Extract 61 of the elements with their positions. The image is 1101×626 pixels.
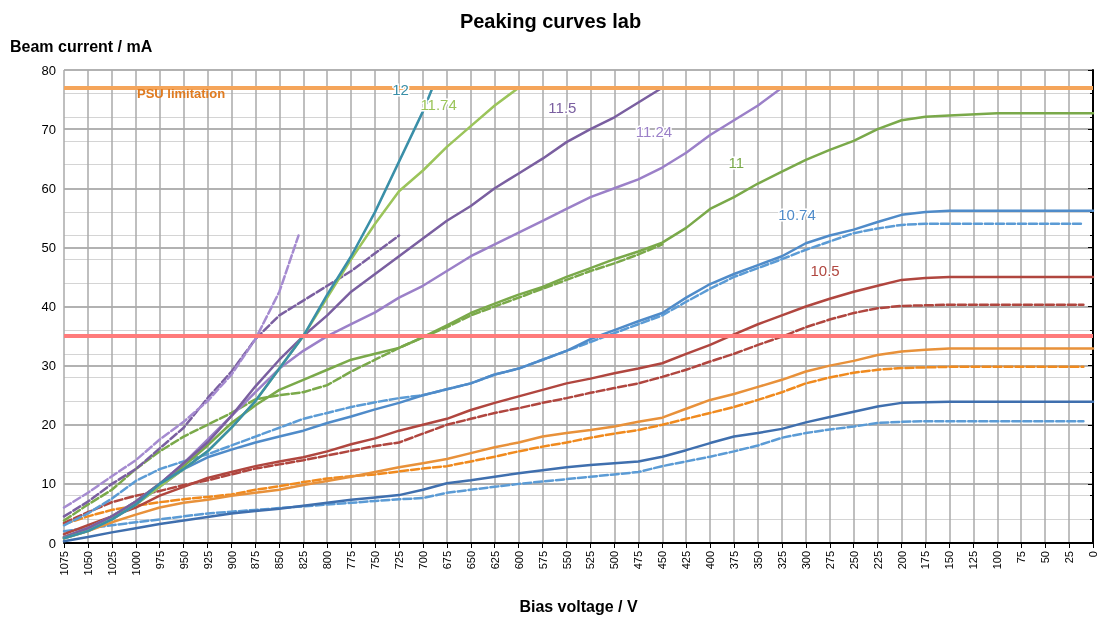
x-tick-label: 25	[1063, 551, 1076, 564]
x-tick-label: 625	[488, 551, 501, 570]
annotation: 11.5	[548, 99, 577, 117]
x-tick-label: 500	[608, 551, 621, 570]
x-tick-label: 1075	[58, 551, 70, 576]
x-tick-label: 150	[943, 551, 956, 570]
x-tick-label: 1000	[129, 551, 142, 576]
x-tick-label: 975	[153, 551, 166, 570]
y-tick-label: 30	[41, 358, 56, 374]
x-tick-label: 600	[512, 551, 525, 570]
x-tick-label: 175	[919, 551, 932, 570]
x-tick-label: 775	[345, 551, 358, 570]
y-tick-label: 0	[48, 535, 56, 551]
x-tick-label: 50	[1039, 551, 1052, 564]
x-tick-label: 1025	[105, 551, 118, 576]
x-tick-label: 75	[1015, 551, 1028, 564]
x-tick-label: 200	[895, 551, 908, 570]
y-tick-label: 20	[41, 417, 56, 433]
y-tick-label: 60	[41, 180, 56, 196]
annotation: 11	[728, 153, 744, 171]
x-tick-label: 650	[464, 551, 477, 570]
x-tick-label: 700	[416, 551, 429, 570]
x-tick-label: 950	[177, 551, 190, 570]
x-tick-label: 475	[632, 551, 645, 570]
x-tick-label: 750	[369, 551, 382, 570]
x-tick-label: 375	[728, 551, 741, 570]
chart-title: Peaking curves lab	[459, 10, 642, 32]
x-tick-label: 450	[656, 551, 669, 570]
x-tick-label: 725	[393, 551, 406, 570]
y-tick-label: 40	[41, 299, 56, 314]
x-tick-label: 350	[751, 551, 764, 570]
x-tick-label: 825	[297, 551, 310, 570]
x-tick-label: 275	[823, 551, 836, 570]
x-tick-label: 0	[1087, 551, 1099, 558]
y-tick-label: 70	[41, 121, 56, 137]
x-tick-label: 425	[680, 551, 693, 570]
x-tick-label: 925	[201, 551, 214, 570]
x-tick-label: 100	[991, 551, 1004, 570]
x-tick-label: 1050	[81, 551, 94, 576]
x-tick-label: 525	[584, 551, 597, 570]
y-tick-label: 10	[41, 476, 56, 492]
x-tick-label: 125	[967, 551, 980, 570]
x-tick-label: 250	[847, 551, 860, 570]
x-tick-label: 800	[321, 551, 334, 570]
annotation: 10.5	[810, 261, 840, 279]
x-tick-label: 400	[704, 551, 717, 570]
y-axis-title: Beam current / mA	[10, 37, 153, 55]
x-tick-label: 850	[273, 551, 286, 570]
y-tick-label: 80	[41, 62, 56, 78]
x-axis-title: Bias voltage / V	[519, 597, 638, 615]
x-tick-label: 875	[249, 551, 262, 570]
ref-line-label: PSU limitation	[137, 85, 226, 101]
x-tick-label: 225	[871, 551, 884, 570]
x-tick-label: 550	[560, 551, 573, 570]
x-tick-label: 900	[225, 551, 238, 570]
x-tick-label: 675	[440, 551, 453, 570]
y-tick-label: 50	[41, 239, 56, 255]
x-tick-label: 325	[775, 551, 788, 570]
x-tick-label: 575	[536, 551, 549, 570]
x-tick-label: 300	[799, 551, 812, 570]
annotation: 10.74	[778, 205, 816, 223]
